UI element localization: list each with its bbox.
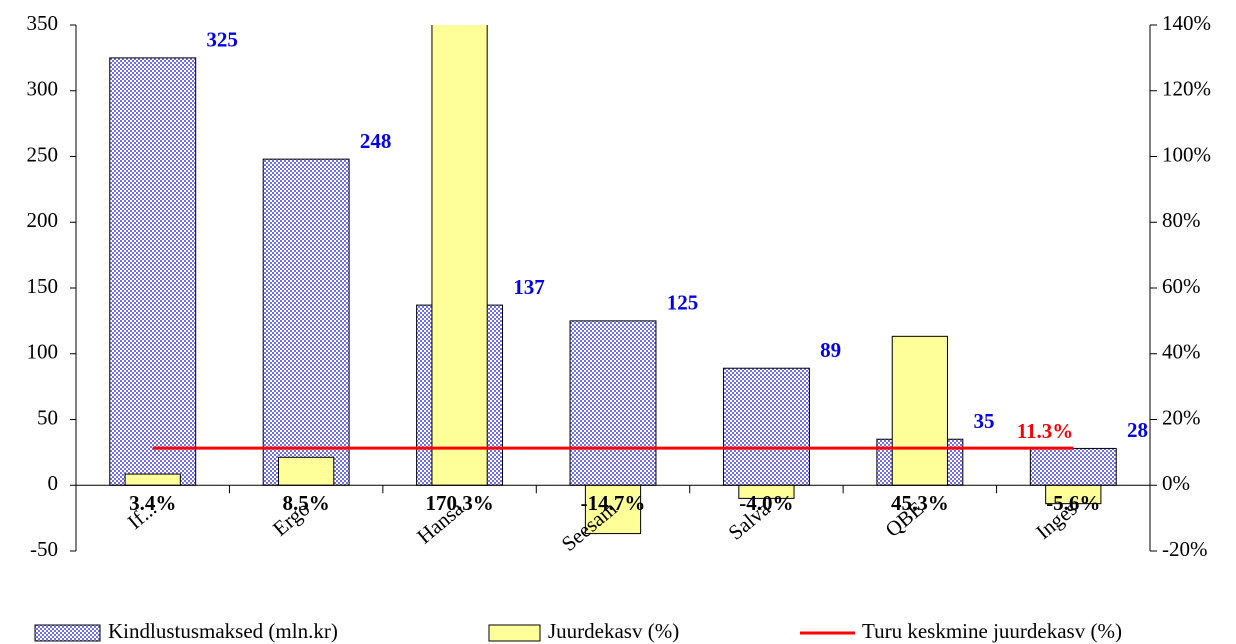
y2-tick-label: 20% <box>1162 405 1201 429</box>
data-label: 35 <box>974 409 995 433</box>
y2-tick-label: 40% <box>1162 340 1201 364</box>
data-label: -5.6% <box>1046 491 1100 515</box>
data-label: 28 <box>1127 418 1148 442</box>
y-tick-label: 0 <box>48 471 59 495</box>
data-label: 89 <box>820 338 841 362</box>
y-tick-label: 150 <box>27 274 59 298</box>
plot-area <box>109 25 1117 535</box>
data-label: 248 <box>360 129 392 153</box>
bar <box>722 367 810 486</box>
legend-label: Juurdekasv (%) <box>548 619 679 643</box>
bar <box>1029 447 1117 486</box>
bar <box>124 473 181 486</box>
y2-tick-label: 80% <box>1162 208 1201 232</box>
y-tick-label: 50 <box>37 405 58 429</box>
y-tick-label: 350 <box>27 11 59 35</box>
bar <box>569 320 657 486</box>
data-label: 325 <box>206 28 238 52</box>
y2-tick-label: 100% <box>1162 142 1211 166</box>
bar <box>109 57 197 486</box>
data-label: -14.7% <box>581 491 646 515</box>
legend-swatch <box>34 624 101 642</box>
y-tick-label: 200 <box>27 208 59 232</box>
legend-swatch <box>488 624 541 642</box>
bar <box>431 25 488 486</box>
bar <box>891 335 948 486</box>
data-label: 137 <box>513 275 545 299</box>
y-tick-label: -50 <box>30 537 58 561</box>
data-label: 170.3% <box>425 491 493 515</box>
data-label: 3.4% <box>129 491 176 515</box>
legend-label: Turu keskmine juurdekasv (%) <box>862 619 1122 643</box>
y2-tick-label: -20% <box>1162 537 1208 561</box>
data-label: 11.3% <box>1017 419 1074 443</box>
y-tick-label: 300 <box>27 77 59 101</box>
data-label: -4.0% <box>739 491 793 515</box>
y2-tick-label: 0% <box>1162 471 1190 495</box>
bar <box>262 158 350 486</box>
data-label: 125 <box>667 291 699 315</box>
y2-tick-label: 60% <box>1162 274 1201 298</box>
legend-label: Kindlustusmaksed (mln.kr) <box>108 619 338 643</box>
y2-tick-label: 120% <box>1162 77 1211 101</box>
bar <box>278 456 335 486</box>
data-label: 45.3% <box>891 491 949 515</box>
data-label: 8.5% <box>283 491 330 515</box>
y-tick-label: 250 <box>27 142 59 166</box>
y2-tick-label: 140% <box>1162 11 1211 35</box>
y-tick-label: 100 <box>27 340 59 364</box>
